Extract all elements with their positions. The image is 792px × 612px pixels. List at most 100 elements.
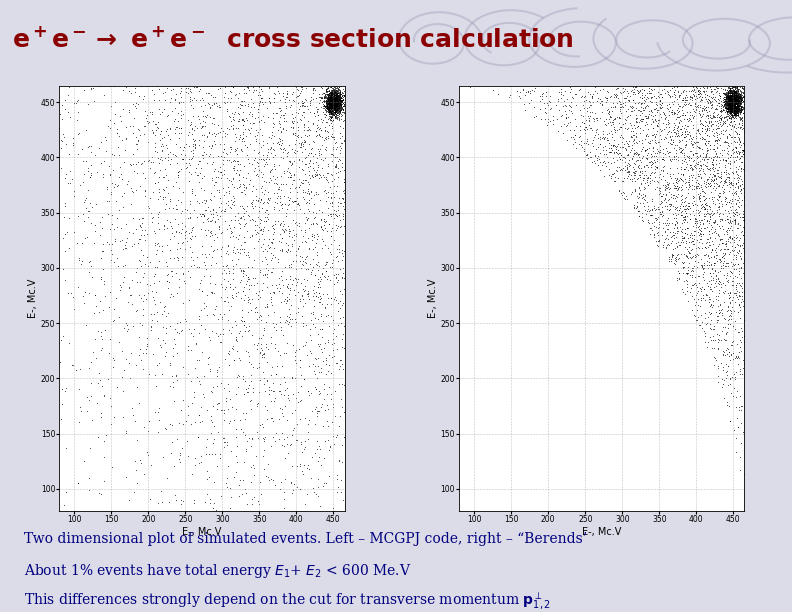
Point — [679, 127, 691, 137]
Point — [699, 294, 711, 304]
Point — [726, 90, 739, 100]
Point — [712, 171, 725, 181]
Point — [266, 386, 279, 396]
Point — [724, 94, 737, 103]
Point — [723, 99, 736, 108]
Point — [717, 154, 729, 164]
Point — [700, 193, 713, 203]
Point — [242, 284, 255, 294]
Point — [684, 181, 697, 191]
Point — [86, 416, 99, 425]
Point — [308, 313, 321, 323]
Point — [170, 348, 183, 358]
Point — [733, 104, 745, 114]
Point — [730, 272, 743, 282]
Point — [735, 323, 748, 332]
Point — [729, 100, 741, 110]
Point — [566, 108, 579, 118]
Point — [262, 459, 275, 469]
Point — [198, 303, 211, 313]
Point — [729, 92, 742, 102]
Point — [328, 99, 341, 109]
Point — [266, 164, 279, 174]
Point — [733, 98, 746, 108]
Point — [729, 96, 741, 106]
Point — [727, 144, 740, 154]
Point — [331, 94, 344, 104]
Point — [324, 99, 337, 108]
Point — [332, 167, 345, 177]
Point — [699, 204, 711, 214]
Point — [276, 275, 288, 285]
Point — [683, 94, 696, 103]
Point — [727, 95, 740, 105]
Point — [725, 114, 737, 124]
Point — [322, 95, 335, 105]
Point — [685, 162, 698, 172]
Point — [731, 98, 744, 108]
Point — [678, 148, 691, 158]
Point — [326, 96, 339, 106]
Point — [326, 103, 338, 113]
Point — [733, 185, 746, 195]
Point — [324, 92, 337, 102]
Point — [662, 206, 675, 215]
Point — [728, 93, 741, 103]
Point — [217, 433, 230, 443]
Point — [326, 89, 339, 99]
Point — [103, 394, 116, 403]
Point — [234, 244, 246, 254]
Point — [728, 113, 741, 122]
Point — [307, 119, 319, 129]
Point — [309, 369, 322, 379]
Point — [693, 211, 706, 220]
Point — [695, 231, 707, 241]
Point — [329, 99, 342, 109]
Point — [70, 98, 82, 108]
Point — [273, 119, 286, 129]
Point — [670, 218, 683, 228]
Point — [257, 176, 270, 186]
Point — [171, 255, 184, 265]
Point — [722, 108, 734, 118]
Point — [172, 219, 185, 229]
Point — [295, 147, 308, 157]
Point — [729, 108, 742, 118]
Point — [204, 367, 216, 376]
Point — [331, 103, 344, 113]
Point — [326, 90, 339, 100]
Point — [256, 229, 268, 239]
Point — [333, 100, 346, 110]
Point — [330, 105, 343, 114]
Point — [74, 180, 86, 190]
Point — [657, 155, 670, 165]
Point — [709, 135, 722, 145]
Point — [665, 91, 678, 101]
Point — [316, 332, 329, 342]
Point — [729, 193, 741, 203]
Point — [302, 434, 314, 444]
Point — [727, 105, 740, 115]
Point — [592, 93, 604, 103]
Point — [718, 126, 731, 136]
Point — [722, 90, 735, 100]
Point — [587, 141, 600, 151]
Point — [287, 204, 300, 214]
Point — [662, 256, 675, 266]
Point — [691, 218, 703, 228]
Point — [162, 155, 174, 165]
Point — [722, 92, 735, 102]
Point — [730, 110, 743, 120]
Point — [649, 131, 661, 141]
Point — [607, 147, 620, 157]
Point — [662, 224, 675, 234]
Point — [542, 100, 554, 110]
Point — [729, 91, 742, 100]
Point — [329, 84, 342, 94]
Point — [725, 102, 738, 111]
Point — [657, 149, 669, 159]
Point — [637, 105, 649, 115]
Point — [184, 272, 196, 282]
Point — [694, 228, 706, 238]
Point — [227, 274, 239, 283]
